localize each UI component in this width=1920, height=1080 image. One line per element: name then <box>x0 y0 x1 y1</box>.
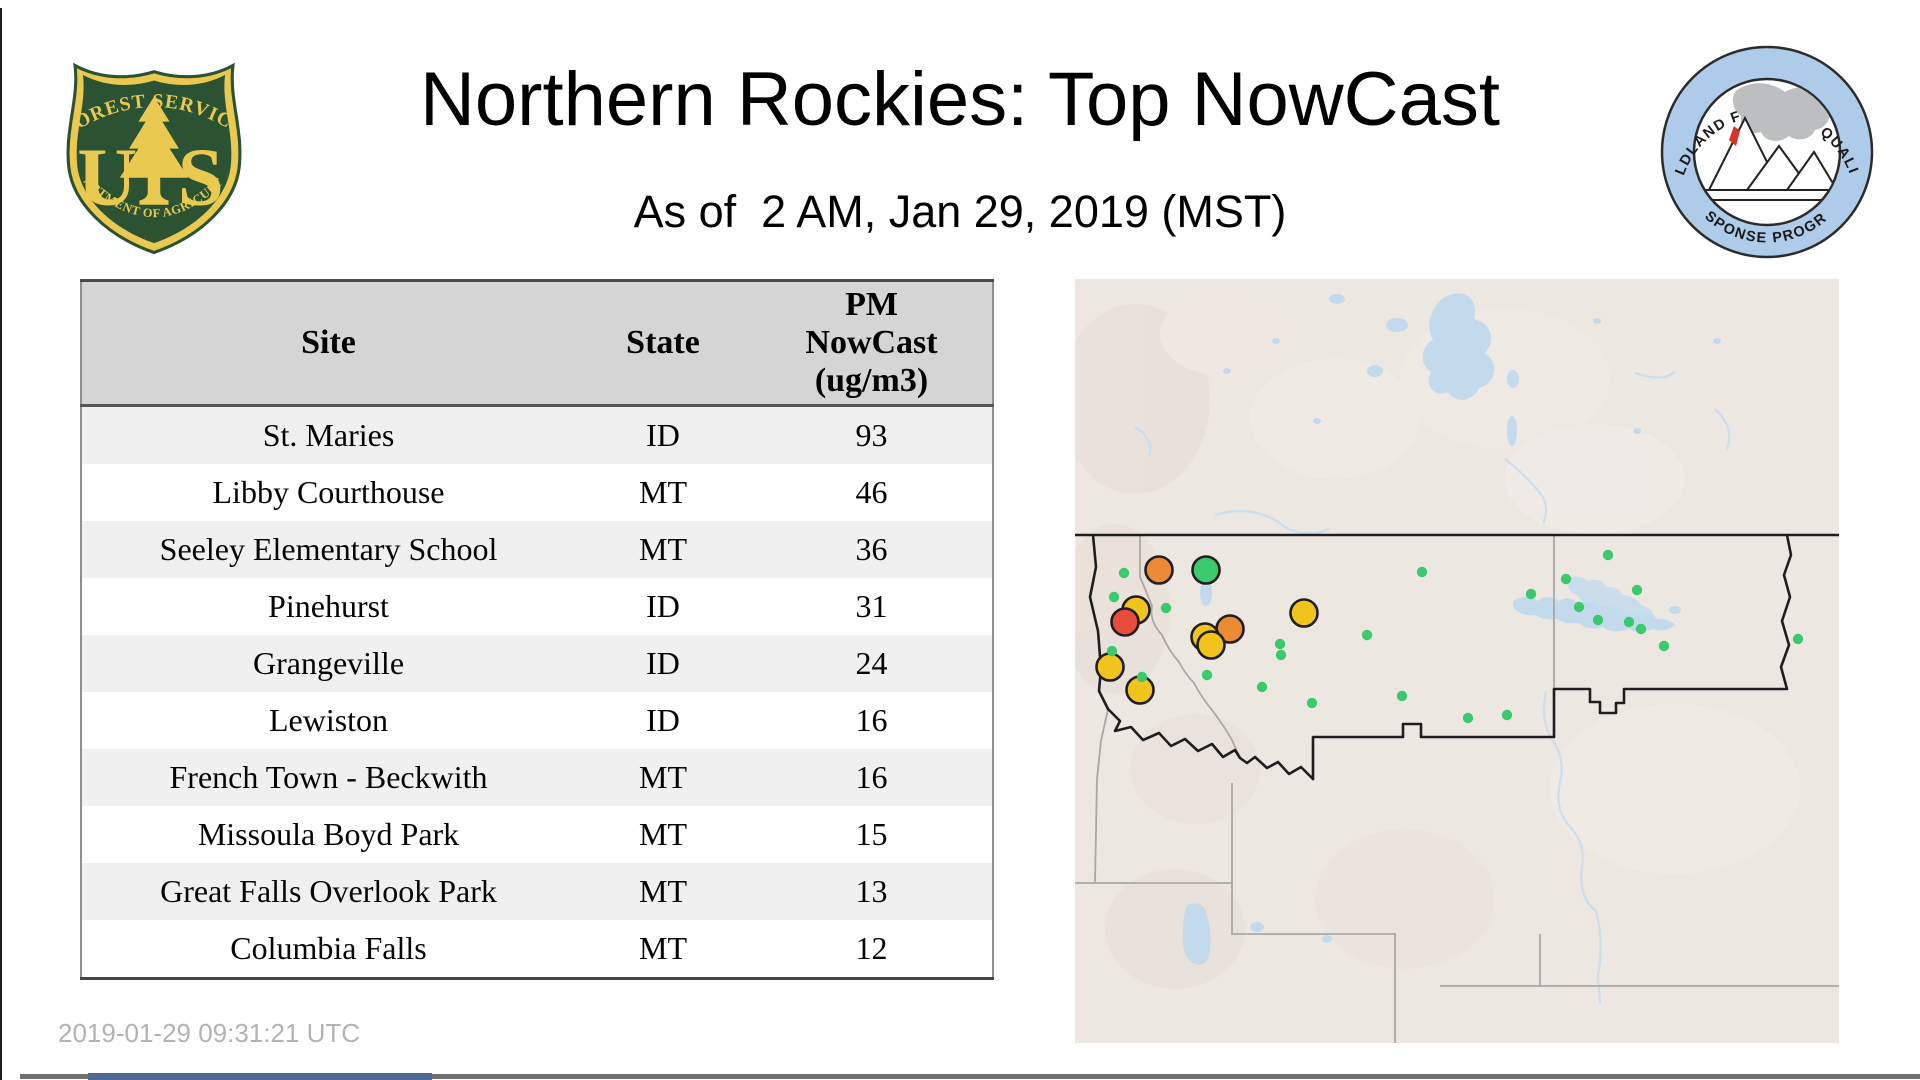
monitor-dot-good <box>1658 640 1670 652</box>
site-cell: Missoula Boyd Park <box>197 816 460 852</box>
state-cell: MT <box>639 930 687 966</box>
monitor-dot-good <box>1306 697 1318 709</box>
table-row: Columbia Falls MT 12 <box>81 920 993 979</box>
table-row: St. Maries ID 93 <box>81 405 993 464</box>
state-cell: ID <box>646 645 680 681</box>
monitor-dot-good <box>1256 681 1268 693</box>
site-cell: Seeley Elementary School <box>159 531 498 567</box>
value-cell: 93 <box>855 417 888 453</box>
monitor-dot-good <box>1592 614 1604 626</box>
nowcast-table: Site State PM NowCast (ug/m3) St. Maries… <box>80 279 994 980</box>
bottom-bar-highlight <box>88 1073 432 1080</box>
page-subtitle: As of 2 AM, Jan 29, 2019 (MST) <box>633 186 1287 237</box>
monitor-dot-good <box>1501 709 1513 721</box>
monitor-dot-good <box>1525 588 1537 600</box>
value-cell: 12 <box>855 930 888 966</box>
state-cell: MT <box>639 873 687 909</box>
site-cell: Lewiston <box>268 702 389 738</box>
state-cell: ID <box>646 702 680 738</box>
monitor-dot-good <box>1573 601 1585 613</box>
monitor-dot-good <box>1602 549 1614 561</box>
table-row: French Town - Beckwith MT 16 <box>81 749 993 806</box>
value-cell: 24 <box>855 645 888 681</box>
col-header-pm: PM NowCast (ug/m3) <box>751 280 993 407</box>
monitor-dot-good <box>1396 690 1408 702</box>
monitor-dot-good <box>1108 591 1120 603</box>
monitor-dot-good <box>1275 649 1287 661</box>
state-cell: MT <box>639 759 687 795</box>
col-header-state: State <box>575 280 751 407</box>
table-row: Pinehurst ID 31 <box>81 578 993 635</box>
state-cell: ID <box>646 417 680 453</box>
monitor-dot-moderate <box>1196 630 1226 660</box>
table-row: Lewiston ID 16 <box>81 692 993 749</box>
pine-tree-icon <box>119 96 189 205</box>
table-row: Libby Courthouse MT 46 <box>81 464 993 521</box>
map <box>1075 279 1839 1043</box>
state-cell: MT <box>639 474 687 510</box>
flame-icon <box>1729 126 1740 146</box>
monitor-dot-good <box>1560 573 1572 585</box>
monitor-dot-good <box>1274 638 1286 650</box>
state-cell: MT <box>639 531 687 567</box>
col-header-pm-line3: (ug/m3) <box>814 362 929 400</box>
monitor-dot-good <box>1623 616 1635 628</box>
footer-timestamp: 2019-01-29 09:31:21 UTC <box>58 1018 361 1048</box>
monitor-dot-unhealthy <box>1110 607 1140 637</box>
value-cell: 46 <box>855 474 888 510</box>
col-header-pm-line1: PM <box>845 285 898 323</box>
monitor-dot-good <box>1631 584 1643 596</box>
river-lines <box>1134 370 1731 1004</box>
monitor-dot-usg <box>1144 555 1174 585</box>
monitor-dot-good <box>1136 671 1148 683</box>
site-cell: Great Falls Overlook Park <box>160 873 497 909</box>
monitor-dot-moderate <box>1289 598 1319 628</box>
table-row: Seeley Elementary School MT 36 <box>81 521 993 578</box>
monitor-dot-good <box>1118 567 1130 579</box>
bottom-bar <box>20 1074 1920 1079</box>
table-row: Grangeville ID 24 <box>81 635 993 692</box>
state-borders-gray <box>1075 535 1839 1043</box>
col-header-pm-line2: NowCast <box>805 323 938 361</box>
monitor-dot-good <box>1201 669 1213 681</box>
wfaqrp-logo: WILDLAND FIRE • AIR QUALITY RESPONSE PRO… <box>1660 45 1874 259</box>
value-cell: 13 <box>855 873 888 909</box>
table-header-row: Site State PM NowCast (ug/m3) <box>81 280 993 407</box>
left-edge-line <box>0 8 2 1080</box>
value-cell: 16 <box>855 759 888 795</box>
value-cell: 36 <box>855 531 888 567</box>
monitor-dot-good <box>1462 712 1474 724</box>
table-row: Great Falls Overlook Park MT 13 <box>81 863 993 920</box>
monitor-dot-good <box>1160 602 1172 614</box>
table-row: Missoula Boyd Park MT 15 <box>81 806 993 863</box>
nowcast-table-container: Site State PM NowCast (ug/m3) St. Maries… <box>80 279 994 980</box>
state-cell: ID <box>646 588 680 624</box>
site-cell: Columbia Falls <box>230 930 427 966</box>
value-cell: 15 <box>855 816 888 852</box>
forest-service-logo: FOREST SERVICE DEPARTMENT OF AGRICULTURE… <box>66 62 242 255</box>
region-boundary-black <box>1075 533 1839 781</box>
state-cell: MT <box>639 816 687 852</box>
monitor-dot-good <box>1106 645 1118 657</box>
monitor-dot-good <box>1361 629 1373 641</box>
monitor-dot-good <box>1792 633 1804 645</box>
monitor-dot-good <box>1416 566 1428 578</box>
value-cell: 16 <box>855 702 888 738</box>
value-cell: 31 <box>855 588 888 624</box>
site-cell: Libby Courthouse <box>212 474 445 510</box>
smoke-icon <box>1732 83 1830 141</box>
terrain-shading <box>1075 292 1800 989</box>
col-header-site: Site <box>81 280 575 407</box>
page-title: Northern Rockies: Top NowCast <box>420 57 1500 142</box>
monitor-dot-good <box>1191 555 1221 585</box>
monitor-dot-good <box>1635 623 1647 635</box>
site-cell: French Town - Beckwith <box>169 759 488 795</box>
site-cell: Pinehurst <box>268 588 389 624</box>
monitor-dot-moderate <box>1095 652 1125 682</box>
site-cell: Grangeville <box>252 645 405 681</box>
monitor-dots <box>1095 549 1804 724</box>
site-cell: St. Maries <box>262 417 395 453</box>
